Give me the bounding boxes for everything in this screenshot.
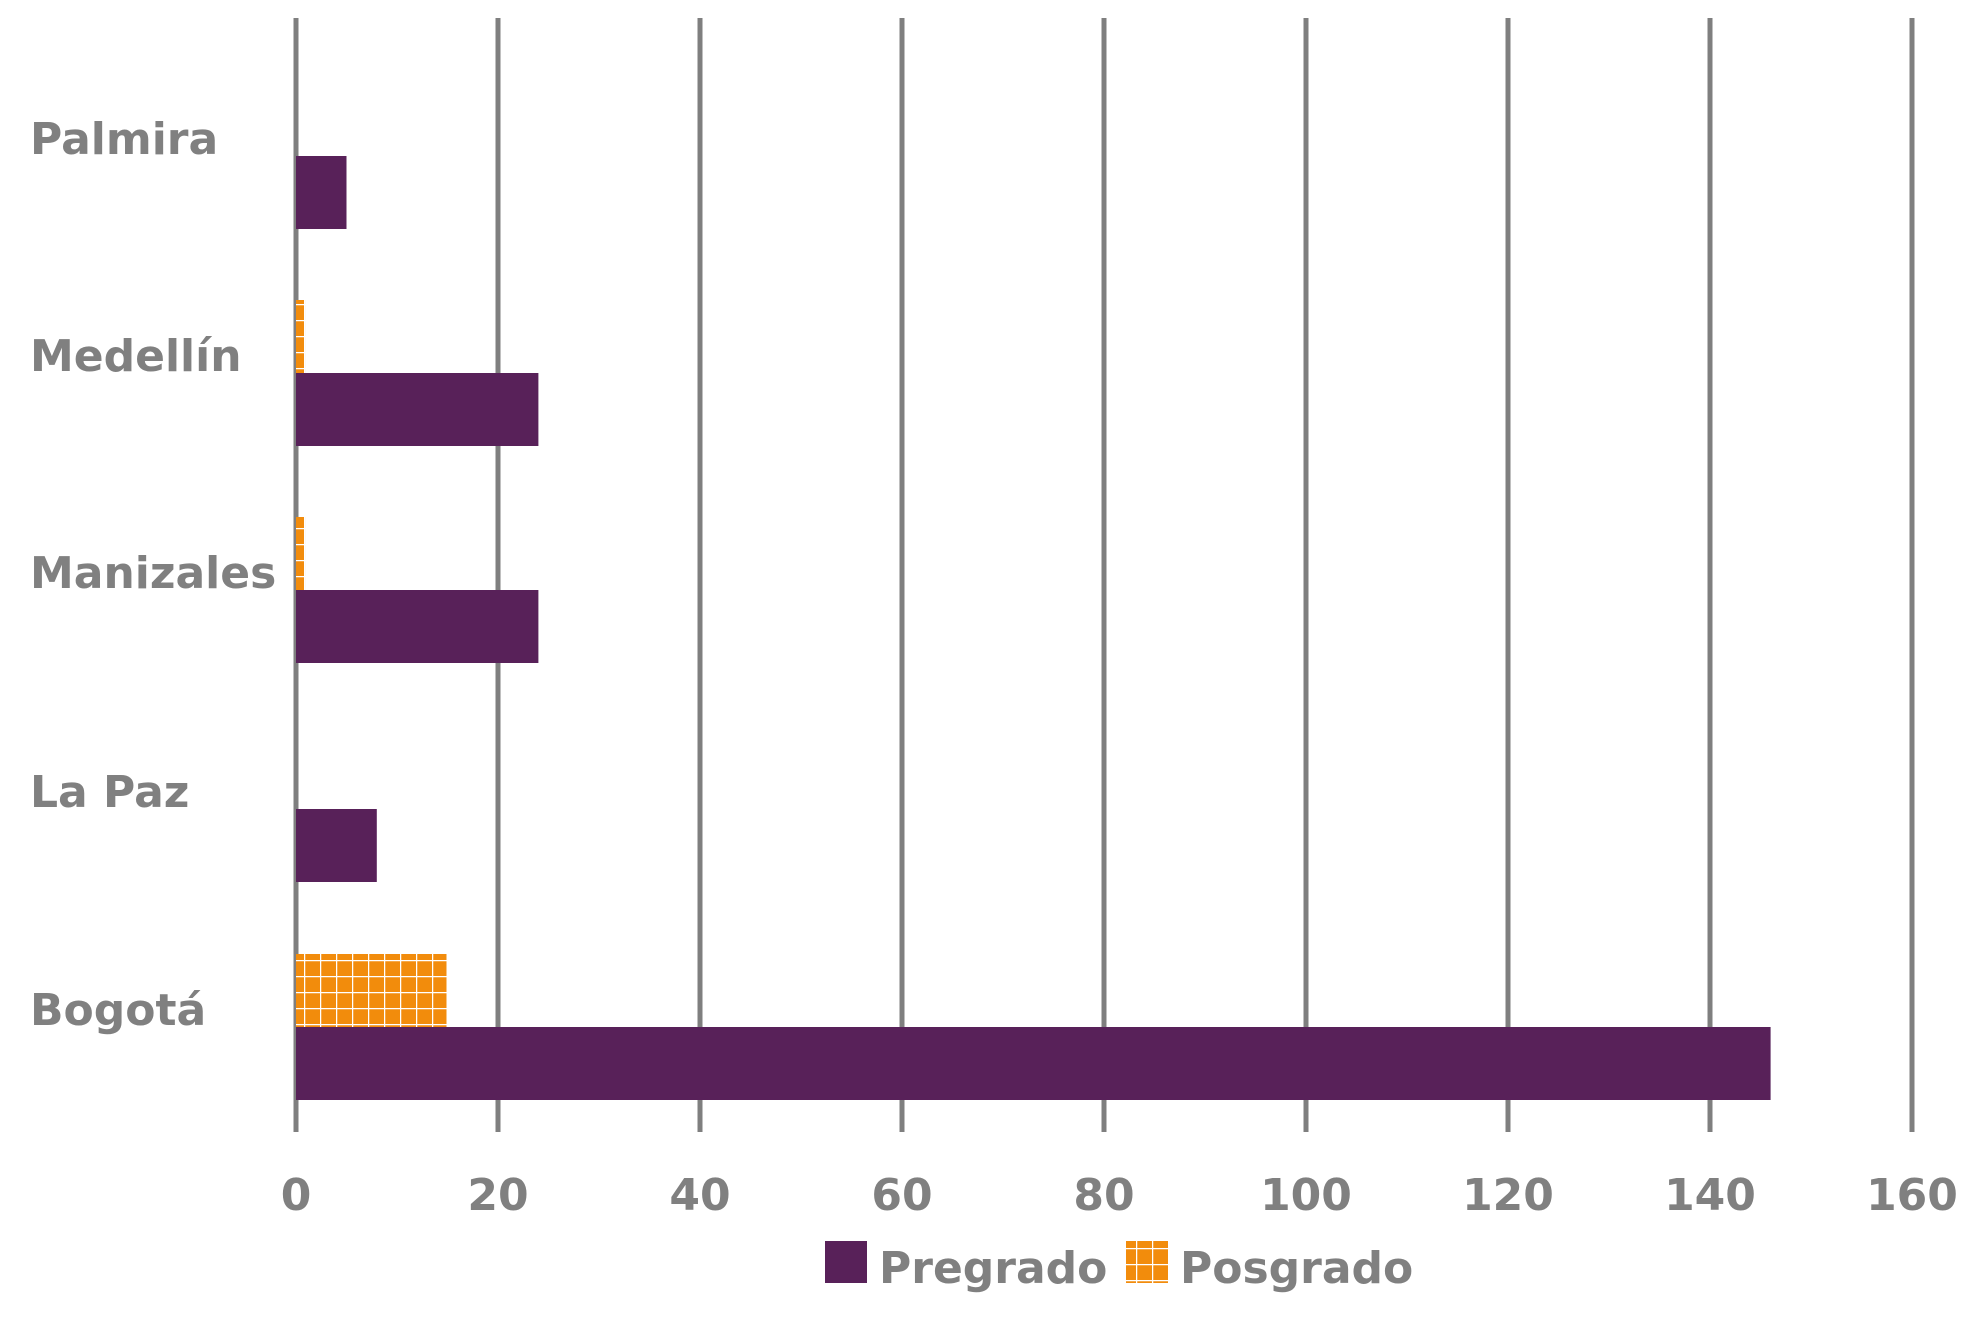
x-tick-label: 140 xyxy=(1664,1170,1756,1221)
category-label: Medellín xyxy=(30,331,242,382)
x-tick-label: 20 xyxy=(467,1170,528,1221)
x-tick-label: 40 xyxy=(669,1170,730,1221)
bar-posgrado-Medellín xyxy=(296,300,306,373)
bar-pregrado-Bogotá xyxy=(296,1027,1771,1100)
legend-label-posgrado: Posgrado xyxy=(1180,1243,1413,1294)
bar-pregrado-La Paz xyxy=(296,809,377,882)
legend-swatch-posgrado xyxy=(1126,1241,1168,1283)
x-tick-label: 100 xyxy=(1260,1170,1352,1221)
category-label: La Paz xyxy=(30,767,189,818)
legend-label-pregrado: Pregrado xyxy=(879,1243,1107,1294)
category-label: Manizales xyxy=(30,548,276,599)
x-tick-label: 160 xyxy=(1866,1170,1958,1221)
bar-pregrado-Medellín xyxy=(296,373,539,446)
bar-pregrado-Palmira xyxy=(296,156,347,229)
bar-posgrado-Manizales xyxy=(296,517,306,590)
x-tick-label: 80 xyxy=(1073,1170,1134,1221)
legend-swatch-pregrado xyxy=(825,1241,867,1283)
bar-posgrado-Bogotá xyxy=(296,954,447,1027)
x-tick-label: 120 xyxy=(1462,1170,1554,1221)
category-label: Bogotá xyxy=(30,985,206,1036)
x-tick-label: 60 xyxy=(871,1170,932,1221)
bars xyxy=(296,156,1771,1100)
category-label: Palmira xyxy=(30,114,218,165)
grid-lines xyxy=(293,18,1915,1132)
bar-pregrado-Manizales xyxy=(296,590,539,663)
legend: Pregrado Posgrado xyxy=(825,1241,1413,1294)
category-labels: Bogotá La Paz Manizales Medellín Palmira xyxy=(30,114,276,1036)
x-axis-tick-labels: 0 20 40 60 80 100 120 140 160 xyxy=(281,1170,1958,1221)
x-tick-label: 0 xyxy=(281,1170,312,1221)
